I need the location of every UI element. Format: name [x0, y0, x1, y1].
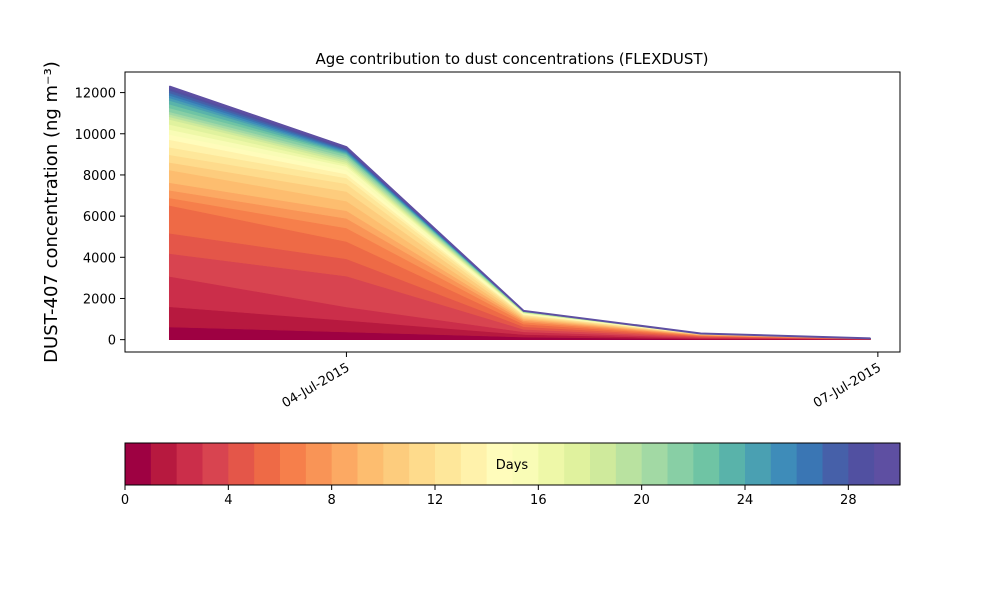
colorbar-swatch-7 [305, 443, 333, 485]
x-axis: 04-Jul-2015 07-Jul-2015 [280, 352, 884, 411]
colorbar-tick-label: 8 [328, 493, 336, 508]
colorbar-swatch-10 [383, 443, 410, 485]
plot-frame [124, 71, 901, 353]
colorbar-tick-label: 16 [530, 493, 547, 508]
colorbar-swatch-0 [125, 443, 152, 485]
y-tick-label: 12000 [75, 87, 116, 102]
x-tick-label: 04-Jul-2015 [280, 360, 353, 411]
y-tick-label: 6000 [83, 210, 116, 225]
colorbar-swatch-17 [564, 443, 591, 485]
colorbar-frame [124, 442, 901, 486]
y-axis-label: DUST-407 concentration (ng m⁻³) [41, 61, 62, 363]
colorbar-tick-label: 20 [633, 493, 650, 508]
y-axis: 0 2000 4000 6000 8000 10000 12000 [75, 87, 125, 349]
colorbar-tick-label: 12 [427, 493, 444, 508]
colorbar-tick-label: 0 [121, 493, 129, 508]
stacked-area-layers [168, 85, 871, 340]
colorbar-swatch-27 [822, 443, 849, 485]
colorbar-axis: 0 4 8 12 16 20 24 28 [121, 485, 857, 508]
colorbar-swatch-2 [176, 443, 204, 485]
colorbar-tick-label: 24 [737, 493, 754, 508]
colorbar-swatch-29 [874, 443, 901, 485]
colorbar-swatch-20 [641, 443, 669, 485]
stack-top-edge [168, 85, 871, 340]
colorbar-swatch-19 [615, 443, 643, 485]
colorbar-swatch-5 [254, 443, 281, 485]
y-tick-label: 8000 [83, 169, 116, 184]
colorbar-swatch-21 [667, 443, 694, 485]
stack-top-line [168, 85, 871, 340]
colorbar-tick-label: 28 [840, 493, 857, 508]
colorbar-swatch-22 [693, 443, 720, 485]
x-tick-label: 07-Jul-2015 [811, 360, 884, 411]
y-tick-label: 0 [108, 334, 116, 349]
colorbar-label: Days [496, 458, 529, 473]
y-tick-label: 10000 [75, 128, 116, 143]
y-tick-label: 4000 [83, 251, 116, 266]
colorbar-swatch-23 [719, 443, 746, 485]
y-tick-label: 2000 [83, 292, 116, 307]
colorbar-swatch-12 [435, 443, 462, 485]
colorbar-swatch-13 [460, 443, 488, 485]
colorbar-swatch-26 [796, 443, 824, 485]
colorbar-tick-label: 4 [224, 493, 232, 508]
colorbar-swatch-8 [331, 443, 359, 485]
colorbar-swatch-9 [357, 443, 384, 485]
colorbar-swatch-1 [150, 443, 178, 485]
colorbar-swatch-28 [848, 443, 875, 485]
colorbar-swatch-18 [590, 443, 617, 485]
colorbar-swatch-6 [280, 443, 307, 485]
colorbar-swatch-3 [202, 443, 229, 485]
colorbar-swatch-4 [228, 443, 255, 485]
colorbar-swatch-11 [409, 443, 436, 485]
colorbar-swatch-14 [486, 443, 514, 485]
colorbar [124, 442, 901, 486]
colorbar-swatch-16 [538, 443, 565, 485]
colorbar-swatch-24 [745, 443, 772, 485]
colorbar-swatch-15 [512, 443, 539, 485]
chart-title: Age contribution to dust concentrations … [316, 50, 709, 68]
colorbar-swatch-25 [770, 443, 798, 485]
